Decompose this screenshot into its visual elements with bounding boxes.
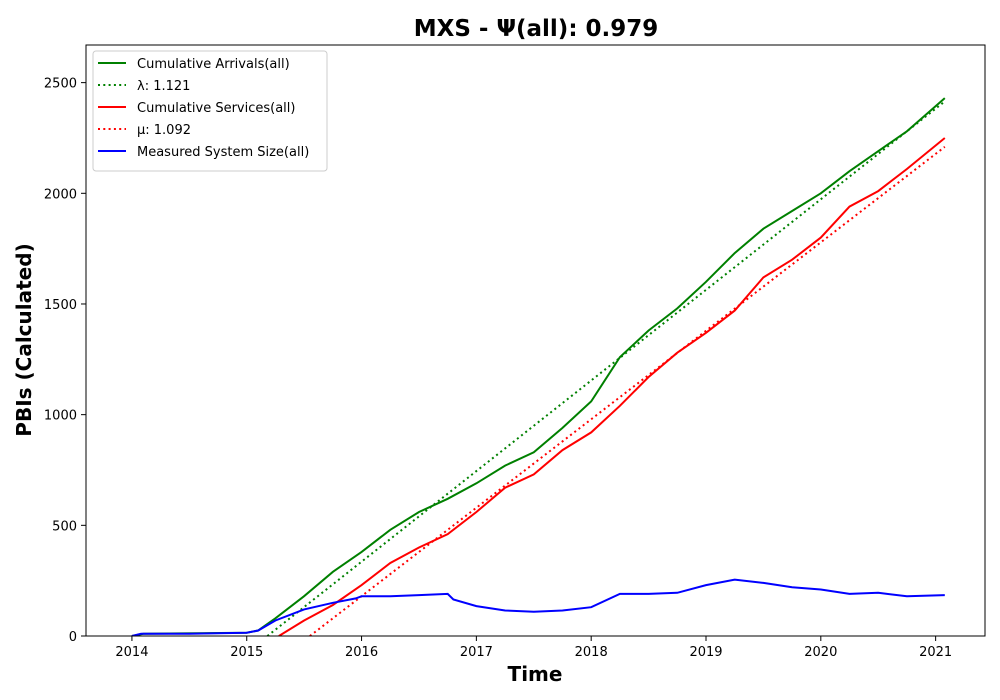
x-tick-label: 2021 <box>919 645 952 660</box>
series-line-3 <box>278 137 946 636</box>
legend-label: μ: 1.092 <box>137 123 191 138</box>
legend-label: Measured System Size(all) <box>137 145 309 160</box>
y-tick-label: 0 <box>69 630 77 645</box>
x-tick-label: 2014 <box>115 645 148 660</box>
x-tick-label: 2019 <box>689 645 722 660</box>
series-line-2 <box>266 100 946 636</box>
x-tick-label: 2015 <box>230 645 263 660</box>
y-tick-label: 1000 <box>44 409 77 424</box>
series-layer <box>131 97 946 636</box>
x-axis: 2014 2015 2016 2017 2018 2019 2020 2021 <box>115 636 952 660</box>
y-tick-label: 2000 <box>44 187 77 202</box>
legend: Cumulative Arrivals(all) λ: 1.121 Cumulati… <box>92 50 328 172</box>
y-axis-title: PBIs (Calculated) <box>12 243 36 436</box>
chart-title: MXS - Ψ(all): 0.979 <box>414 16 659 42</box>
legend-label: Cumulative Arrivals(all) <box>137 57 290 72</box>
x-tick-label: 2020 <box>804 645 837 660</box>
series-line-1 <box>131 97 946 636</box>
series-line-5 <box>131 578 945 636</box>
series-line-4 <box>309 146 946 636</box>
y-tick-label: 2500 <box>44 77 77 92</box>
legend-label: Cumulative Services(all) <box>137 101 295 116</box>
x-tick-label: 2016 <box>345 645 378 660</box>
y-axis: 0 500 1000 1500 2000 2500 <box>44 77 86 645</box>
plot-frame <box>85 44 986 637</box>
y-tick-label: 500 <box>52 519 77 534</box>
x-tick-label: 2017 <box>460 645 493 660</box>
y-tick-label: 1500 <box>44 298 77 313</box>
legend-label: λ: 1.121 <box>137 79 190 94</box>
legend-box <box>92 50 328 172</box>
x-tick-label: 2018 <box>575 645 608 660</box>
x-axis-title: Time <box>508 662 563 686</box>
